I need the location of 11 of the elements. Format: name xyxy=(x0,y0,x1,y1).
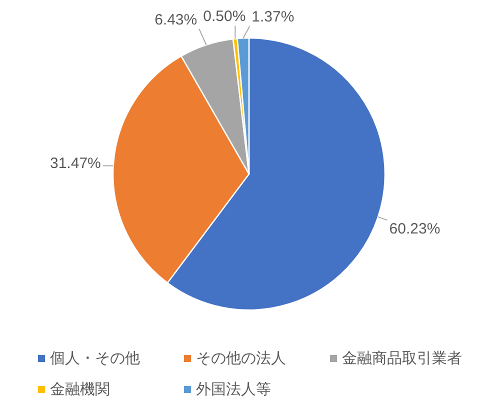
data-label: 1.37% xyxy=(252,8,294,26)
legend-item: その他の法人 xyxy=(184,350,286,367)
legend-item: 個人・その他 xyxy=(38,350,140,367)
data-label: 6.43% xyxy=(154,11,198,28)
data-label: 31.47% xyxy=(50,154,101,172)
legend-item: 金融商品取引業者 xyxy=(330,350,462,367)
data-label: 60.23% xyxy=(389,220,440,238)
data-label: 0.50% xyxy=(203,8,246,26)
legend-label: 金融機関 xyxy=(50,381,110,398)
legend-item: 金融機関 xyxy=(38,381,110,398)
legend-item: 外国法人等 xyxy=(184,381,271,398)
